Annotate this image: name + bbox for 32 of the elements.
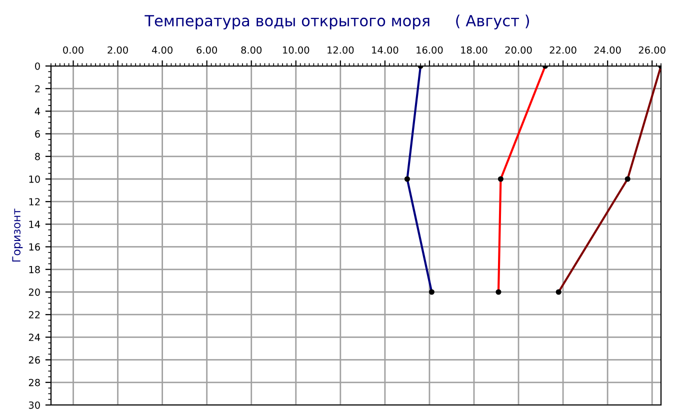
- y-tick-label: 28: [28, 378, 40, 386]
- y-tick-label: 4: [34, 108, 40, 115]
- y-tick-label: 14: [29, 220, 40, 228]
- x-tick-label: 26.00: [638, 46, 666, 54]
- y-tick-label: 18: [29, 266, 40, 274]
- x-tick-label: 0.00: [63, 46, 84, 54]
- y-tick-label: 0: [35, 62, 40, 70]
- y-tick-label: 24: [28, 334, 40, 341]
- y-tick-label: 30: [28, 401, 40, 409]
- x-tick-label: 4.00: [152, 46, 172, 54]
- y-tick-label: 12: [29, 198, 40, 206]
- y-tick-label: 16: [29, 243, 40, 251]
- y-tick-label: 8: [35, 152, 40, 160]
- y-tick-label: 6: [35, 130, 40, 138]
- x-tick-label: 14.00: [372, 46, 398, 54]
- x-tick-label: 18.00: [461, 46, 488, 54]
- y-tick-label: 10: [29, 175, 40, 183]
- y-tick-label: 2: [35, 85, 40, 92]
- y-tick-label: 20: [28, 288, 40, 296]
- x-tick-label: 16.00: [416, 46, 443, 54]
- x-tick-label: 24.00: [594, 46, 621, 54]
- y-tick-label: 26: [28, 356, 40, 364]
- chart-title: Температура воды открытого моря ( Август ): [144, 14, 529, 30]
- y-tick-label: 22: [28, 311, 40, 318]
- y-axis-title: Горизонт: [12, 208, 23, 262]
- x-tick-label: 6.00: [196, 46, 218, 54]
- x-tick-label: 12.00: [328, 46, 354, 54]
- x-tick-label: 8.00: [241, 46, 262, 54]
- x-tick-label: 2.00: [108, 46, 128, 54]
- x-tick-label: 20.00: [505, 46, 532, 54]
- x-tick-label: 10.00: [283, 46, 310, 54]
- x-tick-label: 22.00: [550, 46, 576, 54]
